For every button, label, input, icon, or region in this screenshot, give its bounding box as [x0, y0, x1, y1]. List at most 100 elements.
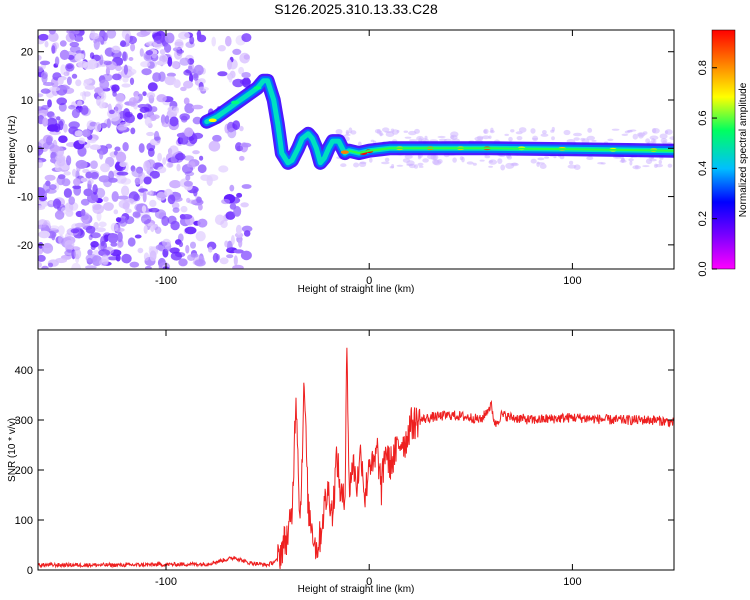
heatmap-noise-cell [73, 185, 82, 196]
heatmap-noise-cell [156, 191, 167, 201]
heatmap-noise-cell [134, 234, 142, 239]
heatmap-noise-cell [185, 244, 190, 254]
heatmap-haze-cell [404, 136, 412, 139]
heatmap-noise-cell [54, 56, 60, 66]
heatmap-noise-cell [103, 196, 109, 202]
heatmap-noise-cell [155, 244, 164, 251]
heatmap-noise-cell [92, 204, 104, 215]
heatmap-noise-cell [89, 144, 101, 150]
heatmap-haze-cell [518, 127, 527, 133]
heatmap-noise-cell [103, 202, 114, 211]
heatmap-noise-cell [128, 97, 138, 107]
heatmap-haze-cell [403, 130, 409, 133]
heatmap-noise-cell [221, 198, 231, 205]
heatmap-noise-cell [53, 123, 61, 133]
heatmap-noise-cell [144, 111, 154, 116]
heatmap-noise-cell [241, 142, 252, 148]
heatmap-noise-cell [78, 137, 86, 145]
heatmap-noise-cell [242, 77, 251, 88]
heatmap-haze-cell [653, 139, 657, 144]
heatmap-noise-cell [65, 32, 76, 43]
heatmap-noise-cell [124, 111, 133, 118]
heatmap-noise-cell [170, 251, 182, 261]
heatmap-noise-cell [87, 178, 94, 185]
heatmap-noise-cell [174, 39, 184, 50]
heatmap-haze-cell [542, 130, 547, 135]
heatmap-noise-cell [178, 31, 190, 40]
heatmap-noise-cell [105, 143, 113, 149]
heatmap-noise-cell [239, 125, 244, 132]
heatmap-haze-cell [353, 162, 360, 168]
heatmap-haze-cell [450, 135, 455, 140]
heatmap-noise-cell [109, 109, 115, 115]
heatmap-noise-cell [183, 97, 190, 105]
heatmap-noise-cell [69, 45, 81, 53]
heatmap-haze-cell [389, 166, 394, 169]
heatmap-noise-cell [154, 226, 162, 234]
heatmap-noise-cell [240, 250, 252, 261]
snr-ticks: -100 0 100 0 100 200 300 400 [15, 330, 674, 588]
heatmap-noise-cell [138, 143, 145, 153]
colorbar-label: Normalized spectral amplitude [738, 82, 749, 217]
heatmap-haze-cell [466, 161, 474, 165]
heatmap-haze-cell [335, 129, 343, 135]
spectrogram-y-tick-label: -20 [17, 240, 33, 252]
heatmap-haze-cell [627, 129, 633, 133]
heatmap-haze-cell [563, 129, 571, 136]
heatmap-haze-cell [536, 162, 545, 165]
heatmap-noise-cell [90, 160, 98, 169]
heatmap-noise-cell [224, 240, 229, 248]
heatmap-haze-cell [649, 158, 657, 162]
heatmap-noise-cell [197, 78, 206, 85]
heatmap-haze-cell [344, 133, 351, 137]
heatmap-noise-cell [123, 64, 128, 75]
heatmap-noise-cell [122, 202, 130, 210]
heatmap-haze-cell [476, 135, 484, 140]
heatmap-haze-cell [511, 162, 518, 166]
heatmap-haze-cell [452, 157, 457, 163]
heatmap-haze-cell [369, 157, 373, 163]
heatmap-noise-cell [178, 241, 184, 248]
heatmap-noise-cell [74, 35, 84, 42]
heatmap-noise-cell [225, 35, 232, 47]
spectrogram-x-axis-label: Height of straight line (km) [298, 284, 415, 295]
heatmap-noise-cell [52, 198, 62, 209]
heatmap-noise-cell [56, 97, 67, 106]
heatmap-noise-cell [194, 259, 206, 267]
heatmap-noise-cell [212, 134, 222, 142]
heatmap-noise-cell [217, 45, 226, 52]
heatmap-noise-cell [57, 77, 64, 85]
heatmap-noise-cell [190, 241, 196, 249]
heatmap-haze-cell [488, 159, 498, 165]
heatmap-noise-cell [71, 73, 78, 79]
snr-x-tick-label: 0 [366, 576, 372, 588]
heatmap-noise-cell [145, 265, 152, 269]
heatmap-noise-cell [161, 215, 170, 227]
heatmap-haze-cell [530, 158, 537, 164]
heatmap-noise-cell [167, 194, 176, 205]
heatmap-noise-cell [196, 196, 202, 203]
heatmap-noise-cell [70, 228, 80, 234]
snr-x-tick-label: 100 [563, 576, 581, 588]
heatmap-noise-cell [121, 253, 132, 264]
heatmap-noise-cell [197, 164, 207, 174]
heatmap-noise-cell [180, 205, 188, 213]
heatmap-haze-cell [396, 164, 404, 167]
heatmap-noise-cell [106, 30, 117, 39]
heatmap-haze-cell [506, 155, 512, 160]
heatmap-noise-cell [208, 140, 221, 152]
heatmap-noise-cell [74, 130, 83, 137]
heatmap-noise-cell [217, 71, 228, 77]
heatmap-noise-cell [99, 122, 108, 129]
heatmap-noise-cell [172, 107, 179, 114]
heatmap-noise-cell [116, 151, 127, 163]
heatmap-noise-cell [146, 92, 156, 99]
heatmap-noise-cell [77, 100, 83, 107]
heatmap-noise-cell [183, 155, 195, 161]
spectrogram-y-axis-label: Frequency (Hz) [7, 116, 18, 185]
heatmap-noise-cell [179, 214, 186, 220]
heatmap-noise-cell [120, 40, 127, 47]
heatmap-noise-cell [48, 86, 61, 92]
heatmap-noise-cell [75, 53, 85, 60]
heatmap-noise-cell [233, 255, 238, 266]
